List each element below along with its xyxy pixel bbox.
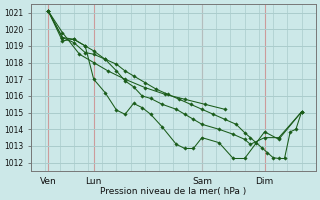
Text: Ven: Ven <box>40 177 57 186</box>
Text: Lun: Lun <box>85 177 102 186</box>
Text: Sam: Sam <box>192 177 212 186</box>
Text: Dim: Dim <box>255 177 274 186</box>
X-axis label: Pression niveau de la mer( hPa ): Pression niveau de la mer( hPa ) <box>100 187 247 196</box>
